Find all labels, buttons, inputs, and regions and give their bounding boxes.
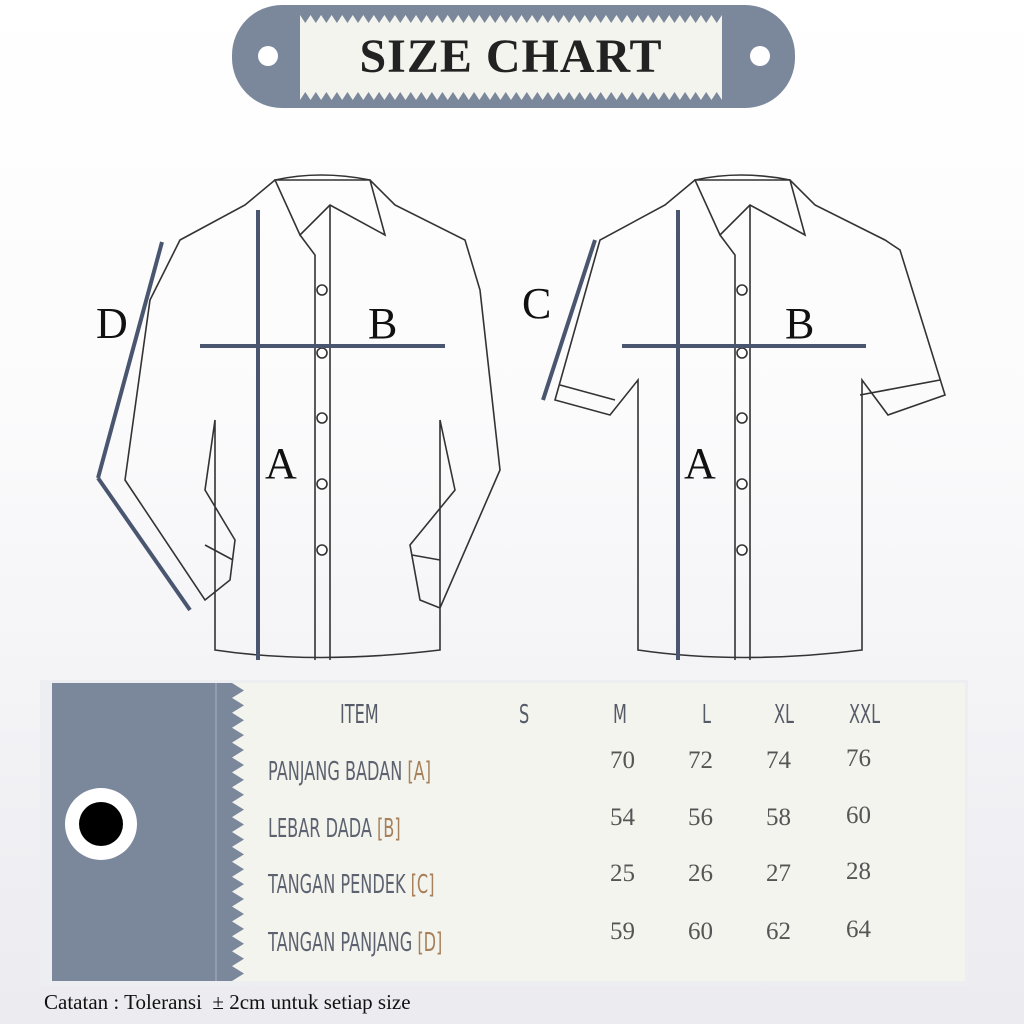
row-label-text: PANJANG BADAN — [268, 757, 403, 787]
row-label-text: TANGAN PENDEK — [268, 870, 406, 900]
header-xl: XL — [774, 700, 795, 730]
tag-hole-right — [750, 46, 770, 66]
table-cell: 60 — [688, 918, 713, 945]
label-a: A — [265, 439, 297, 488]
row-code: [B] — [377, 814, 401, 844]
table-cell: 58 — [766, 804, 791, 831]
header-item: ITEM — [340, 700, 379, 730]
label-c: C — [522, 279, 552, 328]
table-cell: 74 — [766, 747, 791, 774]
row-label: TANGAN PENDEK [C] — [268, 870, 434, 900]
page-title: SIZE CHART — [359, 30, 663, 83]
label-a-short: A — [684, 439, 716, 488]
row-label: PANJANG BADAN [A] — [268, 757, 431, 787]
short-sleeve-shirt — [554, 174, 946, 660]
table-cell: 60 — [846, 802, 871, 829]
row-label: LEBAR DADA [B] — [268, 814, 401, 844]
table-cell: 70 — [610, 747, 635, 774]
header-xxl: XXL — [849, 700, 881, 730]
header-tag — [232, 5, 795, 108]
row-label-text: TANGAN PANJANG — [268, 928, 413, 958]
table-cell: 56 — [688, 804, 713, 831]
table-cell: 25 — [610, 860, 635, 887]
table-cell: 27 — [766, 860, 791, 887]
table-cell: 28 — [846, 858, 871, 885]
header-s: S — [519, 700, 530, 730]
table-cell: 54 — [610, 804, 635, 831]
table-cell: 72 — [688, 747, 713, 774]
row-code: [A] — [407, 757, 431, 787]
label-b: B — [368, 299, 398, 348]
footnote: Catatan : Toleransi ± 2cm untuk setiap s… — [44, 990, 411, 1014]
tag-hole-left — [258, 46, 278, 66]
label-d: D — [96, 299, 128, 348]
row-code: [C] — [410, 870, 435, 900]
shirt-diagrams — [96, 174, 946, 660]
row-label: TANGAN PANJANG [D] — [268, 928, 442, 958]
table-cell: 76 — [846, 745, 871, 772]
table-cell: 62 — [766, 918, 791, 945]
header-m: M — [613, 700, 627, 730]
header-l: L — [702, 700, 711, 730]
label-b-short: B — [785, 299, 815, 348]
table-cell: 26 — [688, 860, 713, 887]
row-label-text: LEBAR DADA — [268, 814, 372, 844]
table-cell: 59 — [610, 918, 635, 945]
row-code: [D] — [417, 928, 443, 958]
table-cell: 64 — [846, 916, 871, 943]
long-sleeve-shirt — [124, 174, 501, 660]
